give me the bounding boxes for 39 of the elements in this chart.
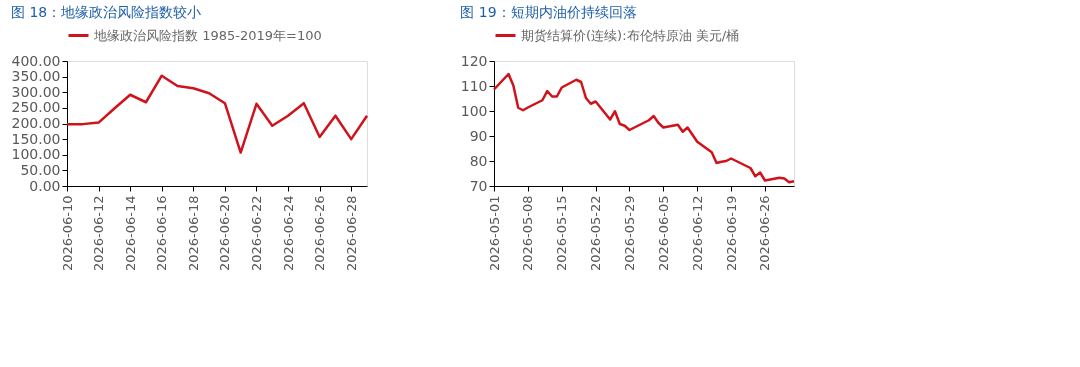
x-tick-label: 2026-05-01 [486, 195, 502, 272]
y-tick-label: 110 [460, 77, 488, 94]
legend-label: 地缘政治风险指数 1985-2019年=100 [93, 27, 322, 43]
y-tick-label: 350.00 [11, 68, 61, 85]
y-tick-label: 100.00 [11, 146, 61, 163]
y-tick-label: 200.00 [11, 115, 61, 131]
x-tick-label: 2026-06-26 [757, 195, 773, 272]
y-tick-label: 70 [469, 177, 488, 194]
x-tick-label: 2026-06-16 [154, 195, 170, 272]
x-tick-label: 2026-06-12 [689, 195, 705, 272]
y-tick-label: 80 [469, 152, 488, 169]
legend-label: 期货结算价(连续):布伦特原油 美元/桶 [521, 27, 740, 43]
y-tick-label: 0.00 [29, 177, 61, 194]
x-tick-label: 2026-05-29 [621, 195, 637, 272]
x-tick-label: 2026-05-08 [520, 195, 536, 272]
x-tick-label: 2026-06-12 [91, 195, 107, 272]
x-tick-label: 2026-06-10 [59, 195, 75, 272]
y-tick-label: 100 [460, 102, 488, 119]
x-tick-label: 2026-05-15 [554, 195, 570, 272]
chart-title: 图 18：地缘政治风险指数较小 [11, 4, 202, 20]
x-tick-label: 2026-06-18 [185, 195, 201, 272]
x-tick-label: 2026-06-24 [280, 195, 296, 272]
x-tick-label: 2026-06-28 [343, 195, 359, 272]
y-tick-label: 150.00 [11, 130, 61, 147]
y-tick-label: 120 [460, 52, 488, 69]
x-tick-label: 2026-06-19 [723, 195, 739, 272]
y-tick-label: 400.00 [11, 52, 61, 69]
x-tick-label: 2026-06-20 [217, 195, 233, 272]
x-tick-label: 2026-06-14 [122, 195, 138, 272]
x-tick-label: 2026-06-05 [655, 195, 671, 272]
y-tick-label: 300.00 [11, 83, 61, 100]
y-tick-label: 250.00 [11, 99, 61, 116]
x-tick-label: 2026-06-26 [312, 195, 328, 272]
line-series [65, 74, 369, 154]
y-tick-label: 90 [469, 127, 488, 144]
y-tick-label: 50.00 [20, 161, 61, 178]
x-tick-label: 2026-05-22 [588, 195, 604, 272]
chart-title: 图 19：短期内油价持续回落 [460, 4, 637, 20]
x-tick-label: 2026-06-22 [248, 195, 264, 272]
